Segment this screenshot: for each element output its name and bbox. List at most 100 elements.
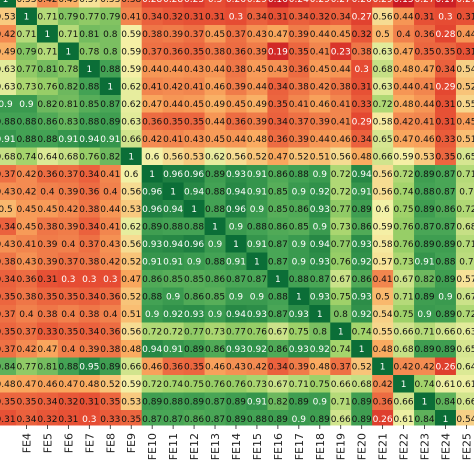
cell-value-label: 0.86 bbox=[184, 415, 204, 425]
cell-value-label: 0.37 bbox=[184, 30, 204, 40]
cell-value-label: 0.91 bbox=[58, 135, 78, 145]
heatmap-cell bbox=[225, 270, 247, 288]
heatmap-cell bbox=[204, 252, 226, 271]
heatmap-cell bbox=[393, 270, 415, 288]
heatmap-cell bbox=[141, 322, 164, 341]
heatmap-cell bbox=[183, 200, 206, 218]
heatmap-cell bbox=[288, 252, 310, 271]
heatmap-cell bbox=[246, 340, 268, 358]
heatmap-cell bbox=[393, 7, 415, 26]
heatmap-cell bbox=[0, 235, 17, 253]
x-tick-label: FE6 bbox=[62, 433, 75, 453]
heatmap-cell bbox=[204, 287, 226, 306]
heatmap-cell bbox=[162, 340, 185, 358]
heatmap-cell bbox=[393, 305, 415, 323]
heatmap-cell bbox=[246, 322, 268, 341]
cell-value-label: 0.27 bbox=[456, 0, 474, 5]
heatmap-cell bbox=[120, 25, 143, 43]
heatmap-cell bbox=[0, 182, 17, 201]
cell-value-label: 0.88 bbox=[163, 398, 183, 408]
cell-value-label: 0.55 bbox=[456, 100, 474, 110]
heatmap-cell bbox=[351, 7, 373, 26]
cell-value-label: 0.43 bbox=[268, 65, 288, 75]
cell-value-label: 0.28 bbox=[435, 30, 455, 40]
heatmap-cell bbox=[372, 305, 394, 323]
cell-value-label: 0.37 bbox=[58, 258, 78, 268]
cell-value-label: 0.48 bbox=[79, 380, 99, 390]
heatmap-cell bbox=[204, 0, 226, 8]
heatmap-cell bbox=[330, 165, 352, 183]
heatmap-cell bbox=[57, 287, 80, 306]
heatmap-cell bbox=[183, 252, 206, 271]
cell-value-label: 0.73 bbox=[247, 380, 267, 390]
cell-value-label: 0.31 bbox=[352, 83, 372, 93]
heatmap-cell bbox=[246, 42, 268, 61]
heatmap-cell bbox=[309, 322, 331, 341]
heatmap-cell bbox=[78, 165, 101, 183]
heatmap-cell bbox=[0, 357, 17, 376]
cell-value-label: 0.71 bbox=[331, 398, 351, 408]
cell-value-label: 0.87 bbox=[268, 240, 288, 250]
heatmap-cell bbox=[0, 322, 17, 341]
heatmap-cell bbox=[288, 410, 310, 426]
cell-value-label: 0.29 bbox=[435, 83, 455, 93]
heatmap-cell bbox=[225, 340, 247, 358]
cell-value-label: 0.89 bbox=[142, 398, 162, 408]
cell-value-label: 0.94 bbox=[163, 205, 183, 215]
heatmap-cell bbox=[141, 252, 164, 271]
cell-value-label: 0.34 bbox=[0, 275, 16, 285]
heatmap-cell bbox=[330, 130, 352, 148]
cell-value-label: 0.44 bbox=[205, 65, 225, 75]
heatmap-cell bbox=[57, 200, 80, 218]
heatmap-cell bbox=[183, 340, 206, 358]
cell-value-label: 0.89 bbox=[352, 398, 372, 408]
heatmap-cell bbox=[309, 392, 331, 411]
heatmap-cell bbox=[309, 95, 331, 113]
cell-value-label: 0.35 bbox=[0, 398, 16, 408]
cell-value-label: 0.38 bbox=[100, 345, 120, 355]
heatmap-cell bbox=[99, 60, 122, 78]
cell-value-label: 0.31 bbox=[184, 13, 204, 23]
heatmap-cell bbox=[351, 165, 373, 183]
heatmap-cell bbox=[204, 7, 226, 26]
heatmap-cell bbox=[16, 165, 38, 183]
heatmap-cell bbox=[141, 77, 164, 96]
cell-value-label: 0.89 bbox=[415, 345, 435, 355]
cell-value-label: 0.38 bbox=[0, 258, 16, 268]
heatmap-cell bbox=[288, 375, 310, 393]
cell-value-label: 0.35 bbox=[121, 415, 141, 425]
heatmap-cell bbox=[393, 182, 415, 201]
cell-value-label: 0.38 bbox=[79, 205, 99, 215]
cell-value-label: 0.43 bbox=[16, 258, 36, 268]
heatmap-cell bbox=[372, 270, 394, 288]
heatmap-cell bbox=[435, 357, 457, 376]
heatmap-cell bbox=[414, 357, 436, 376]
cell-value-label: 0.67 bbox=[394, 275, 414, 285]
cell-value-label: 0.39 bbox=[247, 48, 267, 58]
heatmap-cell bbox=[36, 95, 59, 113]
cell-value-label: 0.88 bbox=[37, 135, 57, 145]
cell-value-label: 0.43 bbox=[0, 240, 16, 250]
cell-value-label: 0.91 bbox=[226, 258, 246, 268]
cell-value-label: 0.49 bbox=[58, 0, 78, 5]
heatmap-cell bbox=[393, 42, 415, 61]
heatmap-cell bbox=[393, 77, 415, 96]
heatmap-cell bbox=[78, 252, 101, 271]
cell-value-label: 0.94 bbox=[79, 135, 99, 145]
heatmap-cell bbox=[16, 410, 38, 426]
cell-value-label: 0.85 bbox=[205, 293, 225, 303]
heatmap-cell bbox=[99, 182, 122, 201]
heatmap-cell bbox=[99, 25, 122, 43]
heatmap-cell bbox=[372, 42, 394, 61]
cell-value-label: 0.44 bbox=[310, 30, 330, 40]
cell-value-label: 0.86 bbox=[37, 118, 57, 128]
cell-value-label: 0.43 bbox=[247, 30, 267, 40]
heatmap-cell bbox=[393, 112, 415, 131]
cell-value-label: 0.4 bbox=[61, 310, 76, 320]
heatmap-cell bbox=[57, 270, 80, 288]
cell-value-label: 1 bbox=[24, 13, 30, 23]
heatmap-cell bbox=[99, 322, 122, 341]
heatmap-cell bbox=[246, 270, 268, 288]
cell-value-label: 0.26 bbox=[373, 415, 393, 425]
cell-value-label: 0.89 bbox=[415, 170, 435, 180]
